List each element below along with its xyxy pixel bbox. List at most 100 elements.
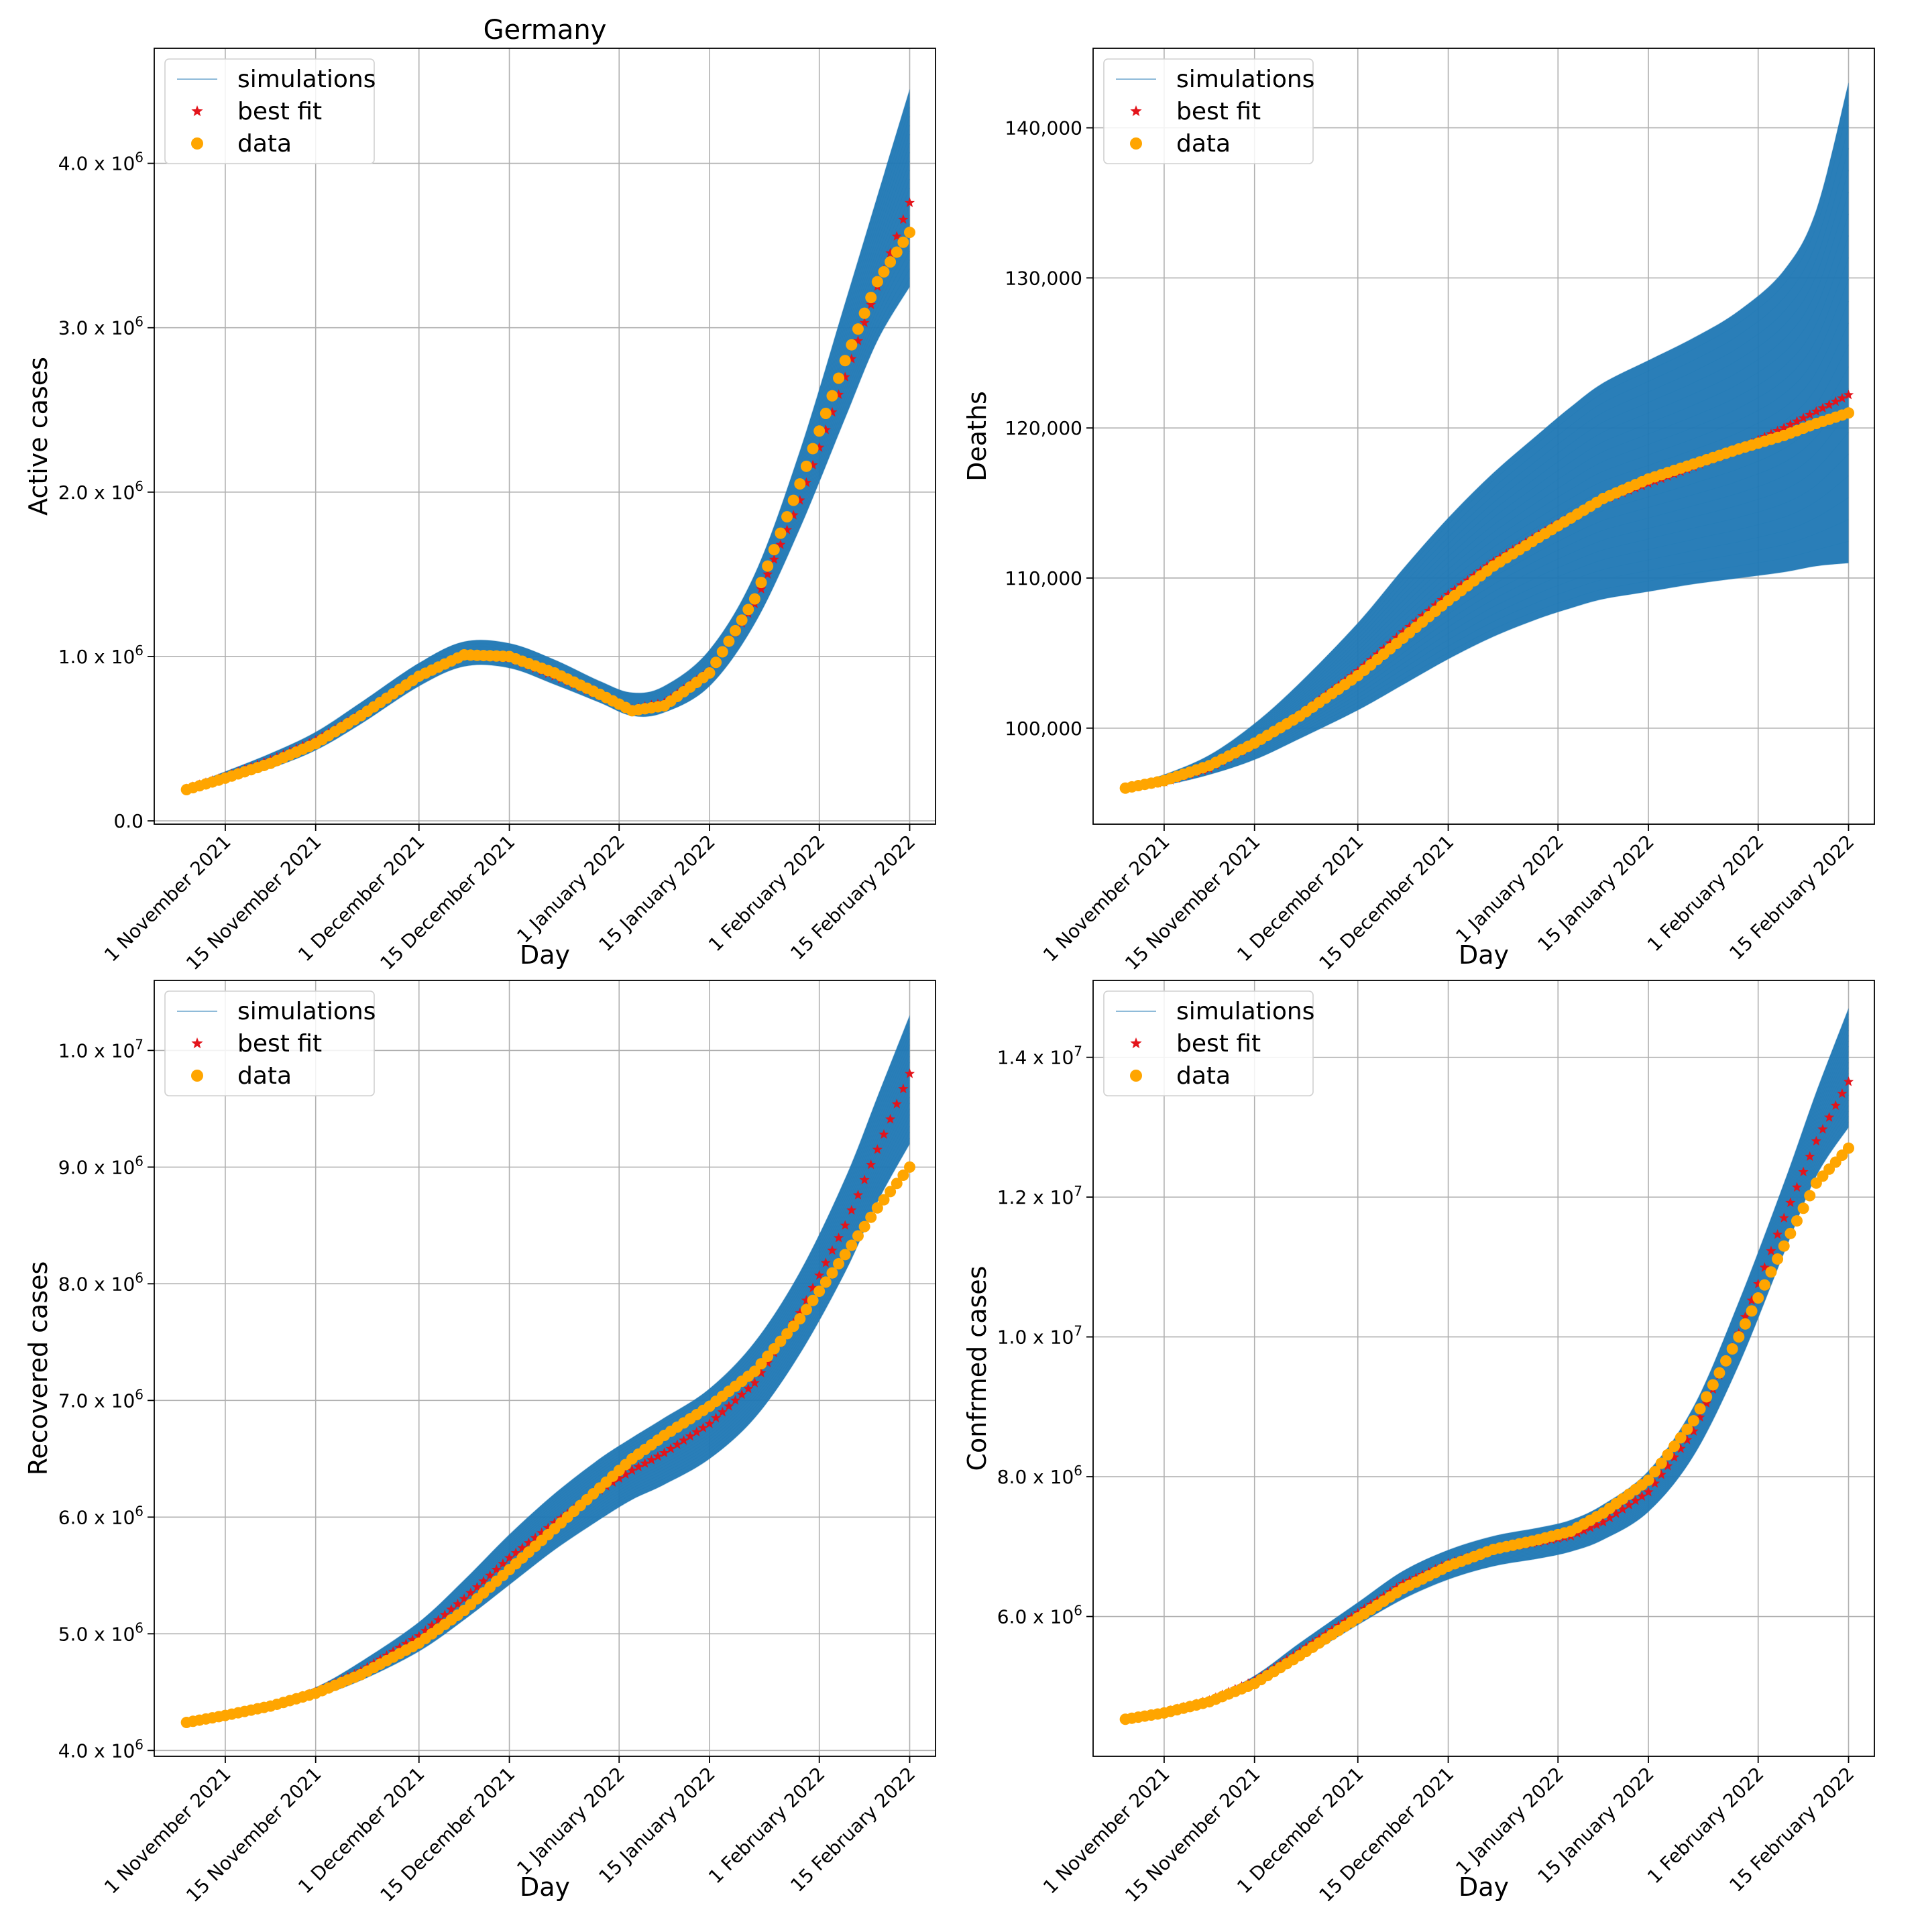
best-fit-point	[400, 1638, 412, 1648]
simulation-trajectory	[186, 98, 911, 787]
data-point	[1713, 1367, 1725, 1379]
simulations-band	[186, 1015, 910, 1724]
best-fit-point	[1811, 1135, 1821, 1146]
data-point	[742, 604, 754, 616]
legend: simulations best fit data	[164, 58, 376, 164]
data-point	[755, 1358, 767, 1370]
data-point	[1842, 407, 1854, 419]
best-fit-point	[814, 1269, 825, 1280]
best-fit-point	[1624, 1499, 1634, 1510]
best-fit-point	[704, 1418, 715, 1428]
x-axis-label: Day	[1459, 1872, 1509, 1902]
best-fit-point	[1442, 589, 1454, 600]
best-fit-point	[1579, 1525, 1589, 1535]
best-fit-point	[1824, 399, 1835, 410]
data-point	[1791, 1215, 1803, 1227]
best-fit-point	[801, 477, 811, 488]
best-fit-point	[414, 1630, 425, 1641]
simulation-trajectory	[1125, 1051, 1850, 1720]
legend: simulations best fit data	[1103, 990, 1314, 1096]
data-point	[885, 256, 897, 268]
best-fit-point	[795, 495, 805, 505]
legend-label-data: data	[1176, 1062, 1231, 1090]
y-tick-mantissa: 2.0 x 10	[58, 481, 135, 504]
data-point	[813, 425, 826, 437]
y-tick-mantissa: 4.0 x 10	[58, 1740, 135, 1762]
legend-label-simulations: simulations	[237, 66, 376, 93]
best-fit-point	[633, 1461, 644, 1471]
data-point	[833, 372, 845, 384]
data-point	[1733, 1331, 1745, 1343]
y-tick-label: 140,000	[1005, 117, 1082, 139]
legend-box	[164, 990, 375, 1096]
best-fit-point	[795, 1307, 805, 1318]
y-tick-mantissa: 6.0 x 10	[997, 1606, 1074, 1628]
legend-data-swatch	[191, 1070, 203, 1082]
data-point	[878, 266, 890, 278]
data-point	[1785, 1227, 1797, 1239]
simulation-trajectory	[186, 1056, 911, 1723]
best-fit-point	[1740, 1311, 1750, 1322]
data-point	[897, 236, 909, 248]
best-fit-point	[840, 372, 850, 382]
y-tick-mantissa: 6.0 x 10	[58, 1506, 135, 1528]
best-fit-point	[879, 1129, 889, 1139]
best-fit-point	[1766, 1245, 1776, 1255]
simulation-trajectory	[186, 268, 911, 791]
simulation-trajectory	[186, 1073, 911, 1723]
best-fit-point	[510, 1547, 521, 1558]
simulation-trajectory	[186, 1143, 911, 1724]
simulation-trajectory	[1125, 1121, 1850, 1721]
legend-best-fit-swatch	[191, 1037, 203, 1049]
best-fit-point	[898, 214, 909, 224]
data-point	[1752, 1292, 1764, 1304]
best-fit-point	[1656, 1469, 1666, 1479]
simulation-trajectory	[186, 1015, 911, 1722]
data-point	[1765, 1266, 1777, 1278]
best-fit-point	[730, 1395, 741, 1405]
data-point	[1701, 1391, 1713, 1403]
best-fit-point	[1791, 1182, 1803, 1192]
best-fit-point	[781, 524, 793, 534]
y-tick-label: 0.0	[113, 810, 144, 832]
data-point	[871, 276, 883, 288]
best-fit-point	[653, 1451, 663, 1461]
data-point	[775, 1335, 787, 1347]
y-tick-label: 9.0 x 106	[58, 1153, 144, 1178]
data-point	[903, 227, 915, 239]
y-tick-label: 5.0 x 106	[58, 1620, 144, 1645]
best-fit-point	[685, 1430, 695, 1441]
legend-label-simulations: simulations	[1176, 66, 1314, 93]
y-tick-exponent: 6	[1074, 1463, 1082, 1479]
legend: simulations best fit data	[1103, 58, 1314, 164]
y-tick-mantissa: 120,000	[1005, 417, 1082, 439]
data-point	[852, 323, 864, 335]
y-tick-label: 1.0 x 106	[58, 642, 144, 668]
data-point	[846, 339, 858, 351]
best-fit-point	[427, 1620, 437, 1630]
best-fit-point	[678, 1435, 689, 1445]
best-fit-point	[711, 1412, 722, 1422]
best-fit-point	[743, 1383, 754, 1394]
y-tick-mantissa: 130,000	[1005, 267, 1082, 289]
best-fit-point	[898, 1083, 909, 1094]
simulation-trajectory	[186, 1131, 911, 1724]
simulation-trajectory	[186, 1114, 911, 1724]
best-fit-point	[626, 1465, 638, 1475]
data-point	[703, 667, 716, 679]
legend-best-fit-swatch	[1130, 105, 1142, 117]
data-point	[1642, 1474, 1654, 1486]
data-point	[716, 646, 728, 658]
y-tick-label: 130,000	[1005, 267, 1082, 289]
simulation-trajectory	[186, 1109, 911, 1723]
best-fit-point	[620, 1469, 631, 1479]
x-axis-label: Day	[1459, 940, 1509, 970]
y-tick-label: 1.0 x 107	[58, 1036, 144, 1062]
best-fit-point	[834, 389, 844, 399]
legend-box	[164, 58, 375, 164]
simulation-trajectory	[1125, 1072, 1850, 1720]
best-fit-point	[530, 1532, 541, 1542]
best-fit-point	[394, 1642, 405, 1652]
